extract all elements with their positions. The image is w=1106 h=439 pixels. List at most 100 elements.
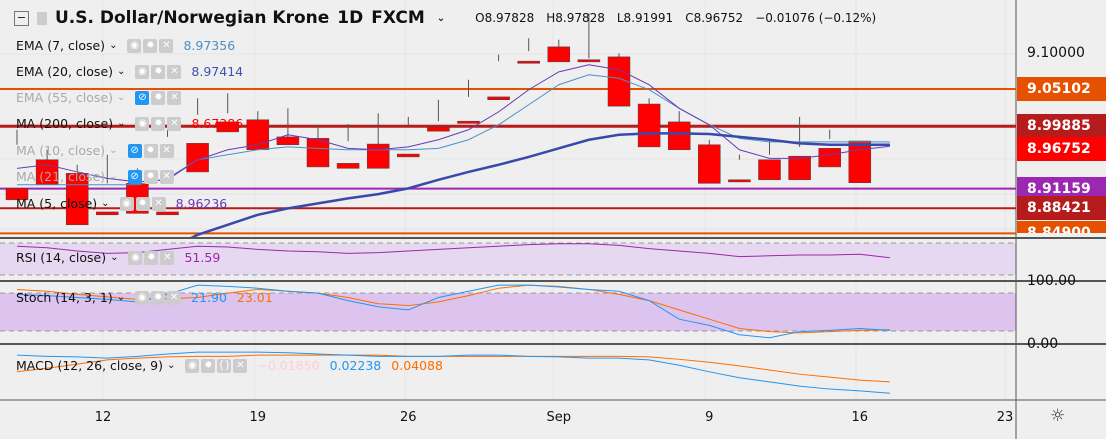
rsi-legend[interactable]: RSI (14, close) ⌄ ◉ ✹ ✕ 51.59 — [16, 250, 220, 265]
chevron-down-icon[interactable]: ⌄ — [109, 145, 118, 156]
eye-icon[interactable]: ◉ — [127, 38, 142, 53]
rsi-line — [16, 243, 890, 259]
close-value: C8.96752 — [685, 11, 744, 25]
chevron-down-icon[interactable]: ⌄ — [436, 12, 446, 24]
candle-body — [848, 140, 872, 183]
interval[interactable]: 1D — [337, 8, 364, 28]
gear-icon[interactable]: ✹ — [143, 38, 158, 53]
close-icon[interactable]: ✕ — [167, 290, 182, 305]
close-icon[interactable]: ✕ — [159, 143, 174, 158]
eye-icon[interactable]: ◉ — [135, 290, 150, 305]
candle-body — [336, 163, 360, 169]
candle-body — [5, 188, 29, 201]
date-label: 26 — [400, 410, 417, 425]
price-label: 9.05102 — [1017, 77, 1106, 101]
candle-body — [427, 126, 450, 132]
candle-body — [637, 103, 661, 148]
chevron-down-icon[interactable]: ⌄ — [101, 198, 110, 209]
eye-off-icon[interactable]: ⊘ — [135, 90, 150, 105]
indicator-value: 8.96236 — [175, 196, 228, 211]
eye-icon[interactable]: ◉ — [128, 250, 143, 265]
gear-icon[interactable]: ✹ — [151, 116, 166, 131]
indicator-label: EMA (55, close) — [16, 90, 114, 105]
indicator-legend[interactable]: MA (200, close) ⌄ ◉ ✹ ✕ 8.67386 — [16, 116, 243, 131]
close-icon[interactable]: ✕ — [167, 116, 182, 131]
stoch-d-value: 23.01 — [236, 290, 273, 305]
gear-icon[interactable]: ✹ — [151, 90, 166, 105]
gear-icon[interactable]: ✹ — [151, 290, 166, 305]
rsi-value: 51.59 — [184, 250, 221, 265]
eye-off-icon[interactable]: ⊘ — [127, 143, 142, 158]
collapse-icon[interactable]: − — [14, 10, 29, 26]
indicator-label: EMA (20, close) — [16, 64, 114, 79]
chevron-down-icon[interactable]: ⌄ — [117, 92, 126, 103]
chevron-down-icon[interactable]: ⌄ — [117, 118, 126, 129]
eye-icon[interactable]: ◉ — [185, 358, 200, 373]
macd-line — [16, 351, 890, 394]
eye-icon[interactable]: ◉ — [135, 64, 150, 79]
date-label: 9 — [705, 410, 714, 425]
chevron-down-icon[interactable]: ⌄ — [109, 171, 118, 182]
indicator-value: 8.97414 — [191, 64, 244, 79]
indicator-legend[interactable]: EMA (20, close) ⌄ ◉ ✹ ✕ 8.97414 — [16, 64, 243, 79]
indicator-legend[interactable]: MA (10, close) ⌄ ⊘ ✹ ✕ — [16, 143, 174, 158]
date-label: 23 — [996, 410, 1014, 425]
candle-body — [457, 120, 480, 124]
indicator-legend[interactable]: MA (5, close) ⌄ ◉ ✹ ✕ 8.96236 — [16, 196, 227, 211]
chevron-down-icon[interactable]: ⌄ — [167, 360, 176, 371]
indicator-label: MA (10, close) — [16, 143, 106, 158]
open-value: O8.97828 — [475, 11, 535, 25]
gear-icon[interactable]: ✹ — [135, 196, 150, 211]
eye-icon[interactable]: ◉ — [119, 196, 134, 211]
indicator-label: MA (21, close) — [16, 169, 106, 184]
stoch-k-value: 21.90 — [191, 290, 227, 305]
source-code-icon[interactable]: {} — [217, 358, 232, 373]
chevron-down-icon[interactable]: ⌄ — [117, 66, 126, 77]
source: FXCM — [371, 8, 425, 28]
indicator-legend[interactable]: MA (21, close) ⌄ ⊘ ✹ ✕ — [16, 169, 174, 184]
chevron-down-icon[interactable]: ⌄ — [110, 252, 119, 263]
indicator-label: MA (200, close) — [16, 116, 114, 131]
close-icon[interactable]: ✕ — [167, 64, 182, 79]
close-icon[interactable]: ✕ — [160, 250, 175, 265]
macd-hist-value: −0.01850 — [257, 358, 320, 373]
gear-icon[interactable]: ✹ — [201, 358, 216, 373]
macd-signal-value: 0.04088 — [391, 358, 443, 373]
candle-body — [547, 46, 571, 63]
date-label: Sep — [546, 410, 572, 425]
candle-body — [65, 173, 89, 226]
indicator-label: EMA (7, close) — [16, 38, 106, 53]
candle-body — [758, 159, 781, 181]
stoch-legend[interactable]: Stoch (14, 3, 1) ⌄ ◉ ✹ ✕ 21.90 23.01 — [16, 290, 273, 305]
close-icon[interactable]: ✕ — [159, 38, 174, 53]
indicator-legend[interactable]: EMA (55, close) ⌄ ⊘ ✹ ✕ — [16, 90, 182, 105]
indicator-legend[interactable]: EMA (7, close) ⌄ ◉ ✹ ✕ 8.97356 — [16, 38, 235, 53]
candle-body — [728, 179, 751, 183]
eye-off-icon[interactable]: ⊘ — [127, 169, 142, 184]
gear-icon[interactable]: ✹ — [143, 169, 158, 184]
candle-body — [216, 121, 239, 133]
chevron-down-icon[interactable]: ⌄ — [116, 292, 126, 303]
symbol-title[interactable]: U.S. Dollar/Norwegian Krone — [55, 8, 330, 28]
macd-value: 0.02238 — [329, 358, 382, 373]
stoch-axis-100: 100.00 — [1027, 273, 1076, 289]
macd-legend[interactable]: MACD (12, 26, close, 9) ⌄ ◉ ✹{} ✕ −0.01850 … — [16, 358, 443, 373]
close-icon[interactable]: ✕ — [167, 90, 182, 105]
candle-body — [366, 143, 390, 169]
gear-icon[interactable]: ✹ — [144, 250, 159, 265]
close-icon[interactable]: ✕ — [159, 169, 174, 184]
rsi-label: RSI (14, close) — [16, 250, 107, 265]
close-icon[interactable]: ✕ — [151, 196, 166, 211]
candle-body — [517, 60, 540, 64]
close-icon[interactable]: ✕ — [233, 358, 248, 373]
macd-signal-line — [16, 354, 890, 383]
gear-icon[interactable]: ✹ — [151, 64, 166, 79]
price-label: 8.84900 — [1017, 221, 1106, 234]
chevron-down-icon[interactable]: ⌄ — [109, 40, 118, 51]
change-value: −0.01076 (−0.12%) — [755, 11, 877, 25]
settings-gear-icon[interactable]: ☼ — [1050, 406, 1066, 426]
eye-icon[interactable]: ◉ — [135, 116, 150, 131]
ohlc-values: O8.97828 H8.97828 L8.91991 C8.96752 −0.0… — [475, 11, 876, 25]
gear-icon[interactable]: ✹ — [143, 143, 158, 158]
